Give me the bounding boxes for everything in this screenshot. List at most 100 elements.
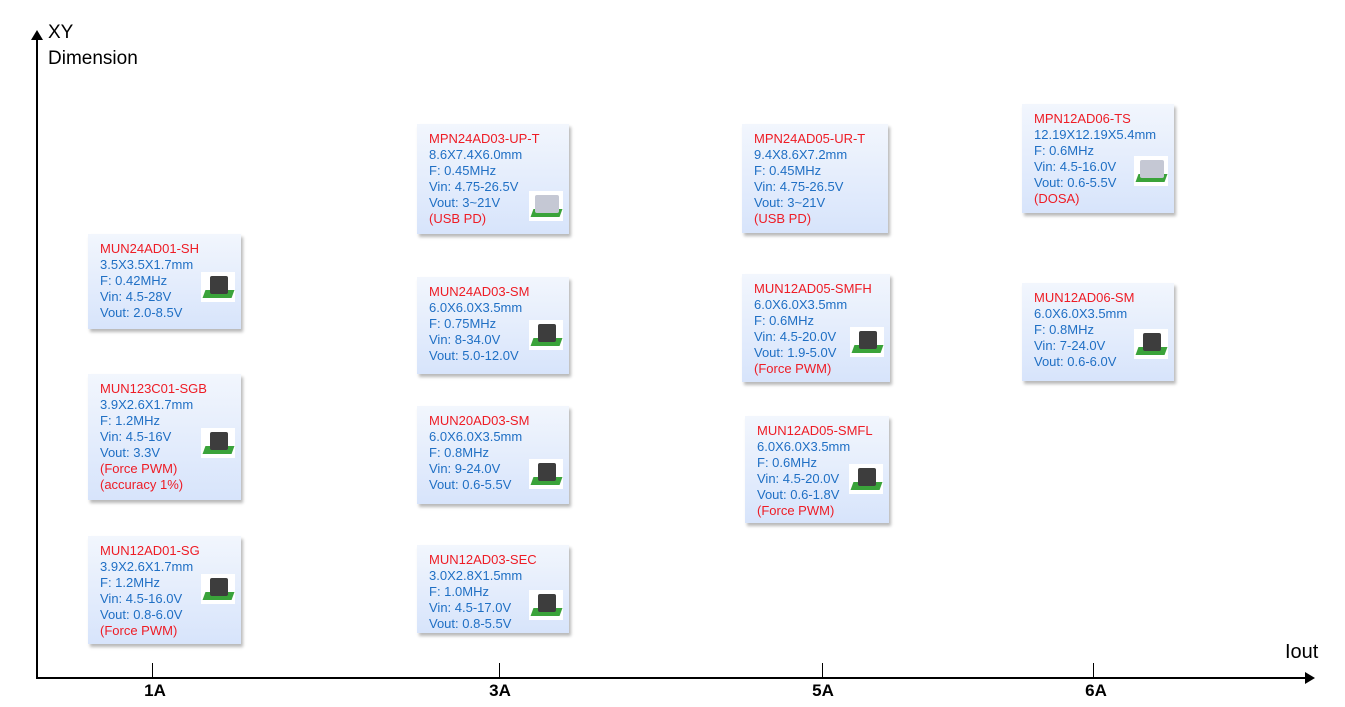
x-axis-title: Iout <box>1285 641 1319 663</box>
module-chip-icon <box>201 428 235 458</box>
x-tick <box>822 663 823 677</box>
spec-line: Vin: 8-34.0V <box>429 332 501 347</box>
spec-line: Vout: 3~21V <box>429 195 501 210</box>
note-line: (Force PWM) <box>100 461 178 476</box>
spec-line: Vin: 7-24.0V <box>1034 338 1106 353</box>
spec-line: Vin: 4.5-16.0V <box>100 591 183 606</box>
module-chip-icon <box>1134 329 1168 359</box>
module-chip-icon <box>529 590 563 620</box>
spec-line: 12.19X12.19X5.4mm <box>1034 127 1157 142</box>
part-number: MUN20AD03-SM <box>429 413 530 428</box>
y-axis <box>36 38 38 678</box>
x-axis <box>36 677 1308 679</box>
product-card: MUN12AD03-SEC 3.0X2.8X1.5mm F: 1.0MHz Vin: … <box>417 545 569 633</box>
spec-line: Vin: 4.5-16.0V <box>1034 159 1117 174</box>
module-chip-icon <box>201 272 235 302</box>
x-tick-label: 3A <box>489 681 511 700</box>
spec-line: 9.4X8.6X7.2mm <box>754 147 848 162</box>
spec-line: Vout: 0.6-5.5V <box>1034 175 1117 190</box>
product-card: MPN12AD06-TS 12.19X12.19X5.4mm F: 0.6MHz Vi… <box>1022 104 1174 213</box>
spec-line: F: 0.6MHz <box>757 455 817 470</box>
spec-line: 3.9X2.6X1.7mm <box>100 397 194 412</box>
note-line: (accuracy 1%) <box>100 477 184 492</box>
note-line: (USB PD) <box>429 211 487 226</box>
module-chip-icon <box>849 464 883 494</box>
spec-line: F: 0.8MHz <box>1034 322 1094 337</box>
module-chip-icon <box>529 459 563 489</box>
x-tick <box>1093 663 1094 677</box>
module-chip-icon <box>201 574 235 604</box>
spec-line: 3.5X3.5X1.7mm <box>100 257 194 272</box>
spec-line: Vin: 4.5-28V <box>100 289 172 304</box>
part-number: MUN24AD03-SM <box>429 284 530 299</box>
part-number: MUN12AD05-SMFH <box>754 281 872 296</box>
spec-line: F: 1.0MHz <box>429 584 489 599</box>
spec-line: F: 1.2MHz <box>100 413 160 428</box>
spec-line: Vin: 4.5-17.0V <box>429 600 512 615</box>
spec-line: 6.0X6.0X3.5mm <box>757 439 851 454</box>
spec-line: F: 0.8MHz <box>429 445 489 460</box>
spec-line: F: 0.6MHz <box>1034 143 1094 158</box>
spec-line: 6.0X6.0X3.5mm <box>429 429 523 444</box>
product-card: MUN24AD01-SH 3.5X3.5X1.7mm F: 0.42MHz Vin: … <box>88 234 241 329</box>
part-number: MPN12AD06-TS <box>1034 111 1131 126</box>
part-number: MUN123C01-SGB <box>100 381 207 396</box>
spec-line: Vout: 0.6-5.5V <box>429 477 512 492</box>
product-card: MUN20AD03-SM 6.0X6.0X3.5mm F: 0.8MHz Vin: 9… <box>417 406 569 504</box>
note-line: (USB PD) <box>754 211 812 226</box>
spec-line: Vout: 0.6-6.0V <box>1034 354 1117 369</box>
spec-line: 8.6X7.4X6.0mm <box>429 147 523 162</box>
product-card: MPN24AD05-UR-T 9.4X8.6X7.2mm F: 0.45MHz Vin… <box>742 124 888 233</box>
y-axis-arrow-icon <box>31 30 43 40</box>
spec-line: F: 1.2MHz <box>100 575 160 590</box>
part-number: MUN12AD01-SG <box>100 543 200 558</box>
note-line: (Force PWM) <box>757 503 835 518</box>
part-number: MUN12AD06-SM <box>1034 290 1135 305</box>
spec-line: F: 0.45MHz <box>429 163 497 178</box>
x-tick-label: 6A <box>1085 681 1107 700</box>
product-card: MUN12AD05-SMFH 6.0X6.0X3.5mm F: 0.6MHz Vin:… <box>742 274 890 382</box>
y-axis-title: XY Dimension <box>48 20 138 72</box>
spec-line: 6.0X6.0X3.5mm <box>754 297 848 312</box>
spec-line: Vin: 9-24.0V <box>429 461 501 476</box>
spec-line: Vout: 3~21V <box>754 195 826 210</box>
note-line: (Force PWM) <box>100 623 178 638</box>
module-chip-icon <box>529 320 563 350</box>
spec-line: Vout: 0.8-6.0V <box>100 607 183 622</box>
product-card: MUN12AD06-SM 6.0X6.0X3.5mm F: 0.8MHz Vin: 7… <box>1022 283 1174 381</box>
part-number: MUN12AD05-SMFL <box>757 423 873 438</box>
x-tick-label: 5A <box>812 681 834 700</box>
spec-line: Vin: 4.75-26.5V <box>754 179 844 194</box>
spec-line: Vout: 1.9-5.0V <box>754 345 837 360</box>
spec-line: Vin: 4.5-16V <box>100 429 172 444</box>
module-chip-icon <box>850 327 884 357</box>
spec-line: Vin: 4.5-20.0V <box>757 471 840 486</box>
shielded-module-icon <box>1134 156 1168 186</box>
x-tick <box>152 663 153 677</box>
spec-line: Vout: 0.8-5.5V <box>429 616 512 631</box>
spec-line: Vin: 4.75-26.5V <box>429 179 519 194</box>
part-number: MUN12AD03-SEC <box>429 552 537 567</box>
x-tick <box>499 663 500 677</box>
spec-line: F: 0.75MHz <box>429 316 497 331</box>
part-number: MUN24AD01-SH <box>100 241 199 256</box>
spec-line: 3.0X2.8X1.5mm <box>429 568 523 583</box>
y-axis-title-line: XY <box>48 22 74 43</box>
note-line: (DOSA) <box>1034 191 1080 206</box>
product-card: MUN123C01-SGB 3.9X2.6X1.7mm F: 1.2MHz Vin: … <box>88 374 241 500</box>
product-card: MPN24AD03-UP-T 8.6X7.4X6.0mm F: 0.45MHz Vin… <box>417 124 569 234</box>
spec-line: Vout: 5.0-12.0V <box>429 348 519 363</box>
x-axis-arrow-icon <box>1305 672 1315 684</box>
spec-line: 6.0X6.0X3.5mm <box>429 300 523 315</box>
spec-line: Vout: 3.3V <box>100 445 160 460</box>
spec-line: F: 0.45MHz <box>754 163 822 178</box>
spec-line: F: 0.6MHz <box>754 313 814 328</box>
product-card: MUN24AD03-SM 6.0X6.0X3.5mm F: 0.75MHz Vin: … <box>417 277 569 374</box>
spec-line: Vout: 0.6-1.8V <box>757 487 840 502</box>
part-number: MPN24AD05-UR-T <box>754 131 866 146</box>
note-line: (Force PWM) <box>754 361 832 376</box>
x-tick-label: 1A <box>144 681 166 700</box>
spec-line: F: 0.42MHz <box>100 273 168 288</box>
y-axis-title-line: Dimension <box>48 48 138 69</box>
spec-line: 3.9X2.6X1.7mm <box>100 559 194 574</box>
